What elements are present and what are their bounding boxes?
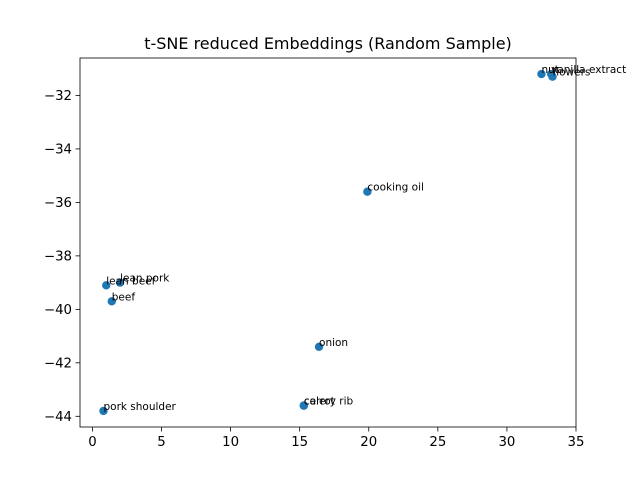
point-label: cooking oil [367, 182, 424, 194]
x-tick-label: 5 [157, 435, 165, 450]
point-label: carrot [304, 396, 335, 408]
scatter-point [299, 401, 309, 410]
point-label: flowers [553, 67, 591, 79]
point-label: lean pork [120, 273, 170, 285]
y-tick-label: −42 [44, 356, 72, 371]
scatter-point [548, 72, 557, 81]
scatter-point [314, 342, 324, 351]
y-tick-label: −36 [44, 196, 72, 211]
scatter-point [99, 406, 108, 416]
x-tick-label: 25 [429, 435, 446, 450]
y-tick-label: −34 [44, 142, 72, 157]
y-tick-label: −40 [44, 303, 72, 318]
scatter-point [102, 281, 111, 290]
x-tick-label: 35 [568, 435, 585, 450]
x-tick-label: 30 [498, 435, 515, 450]
scatter-point [115, 278, 125, 287]
y-tick-label: −44 [44, 410, 72, 425]
plot-area: 0 5 10 15 20 25 30 35 −44 −42 −40 −38 −36 −34 −32 nutva… [44, 57, 626, 450]
point-label: vanilla extract [551, 64, 626, 76]
point-label: lean beef [106, 275, 155, 287]
chart-title: t-SNE reduced Embeddings (Random Sample) [144, 34, 512, 53]
x-tick-label: 20 [360, 435, 377, 450]
point-label: nut [541, 64, 558, 76]
scatter-point [107, 297, 116, 306]
point-label: onion [319, 337, 348, 349]
y-tick-label: −38 [44, 249, 72, 264]
axes-frame [79, 57, 577, 428]
x-tick-label: 0 [88, 435, 96, 450]
point-label: pork shoulder [103, 401, 176, 413]
x-tick-label: 10 [222, 435, 239, 450]
point-label: beef [112, 291, 136, 303]
x-tick-label: 15 [291, 435, 308, 450]
scatter-point [363, 187, 372, 196]
scatter-point [537, 69, 546, 79]
point-label: celery rib [304, 396, 354, 408]
y-tick-label: −32 [44, 89, 72, 104]
